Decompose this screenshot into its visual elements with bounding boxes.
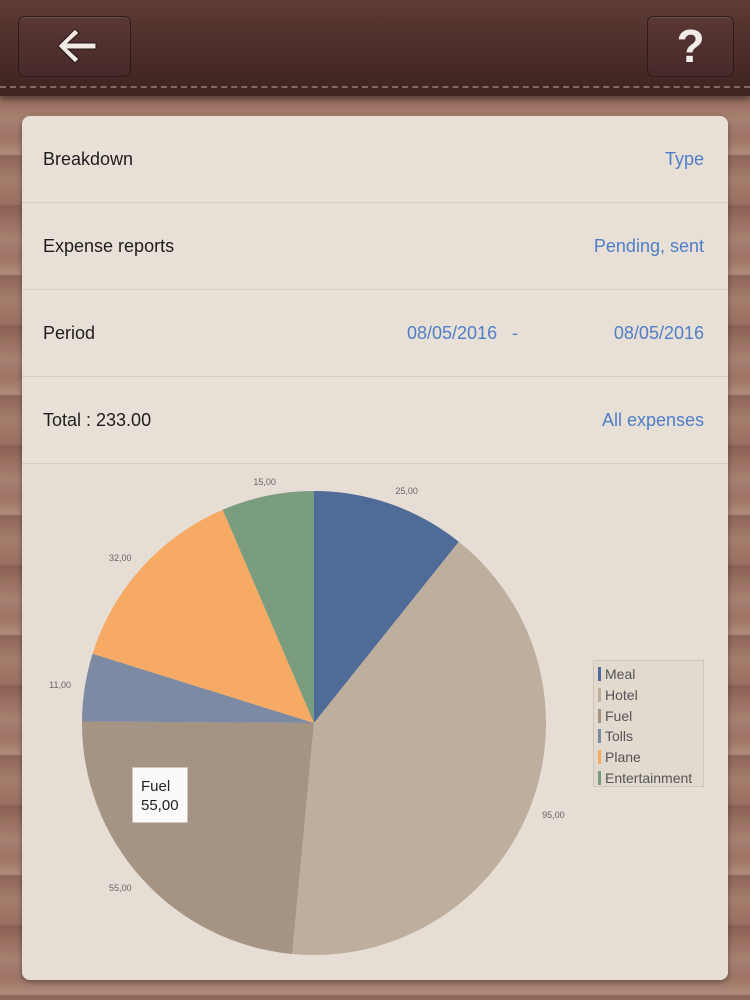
chart-tooltip: Fuel 55,00 [132, 767, 188, 823]
pie-value-label: 55,00 [109, 883, 132, 893]
report-card: Breakdown Type Expense reports Pending, … [22, 116, 728, 980]
breakdown-row[interactable]: Breakdown Type [22, 116, 728, 203]
stitch-decoration [0, 86, 750, 88]
legend-swatch [598, 729, 601, 744]
legend-label: Meal [605, 666, 636, 682]
legend-label: Plane [605, 749, 641, 766]
total-label: Total : 233.00 [43, 410, 152, 430]
pie-slice-fuel[interactable] [82, 721, 314, 954]
period-label: Period [43, 323, 96, 343]
help-button[interactable]: ? [647, 16, 734, 77]
expense-reports-value[interactable]: Pending, sent [593, 236, 704, 256]
period-from-date[interactable]: 08/05/2016 [407, 323, 498, 343]
tooltip-category: Fuel [141, 778, 171, 795]
expense-reports-label: Expense reports [43, 236, 175, 256]
legend-swatch [598, 667, 601, 681]
pie-value-label: 25,00 [395, 486, 418, 496]
total-row[interactable]: Total : 233.00 All expenses [22, 377, 728, 464]
legend-swatch [598, 708, 601, 723]
pie-slice-tolls[interactable] [82, 653, 314, 723]
tooltip-value: 55,00 [141, 797, 179, 814]
chart-legend: Meal Hotel Fuel Tolls Plane Entertainment [593, 660, 704, 787]
pie-slice-plane[interactable] [92, 509, 314, 723]
period-to-date[interactable]: 08/05/2016 [613, 323, 704, 343]
breakdown-label: Breakdown [43, 149, 134, 169]
legend-label: Entertainment [605, 770, 693, 786]
period-row: Period 08/05/2016 - 08/05/2016 [22, 290, 728, 377]
arrow-left-icon [57, 28, 97, 64]
pie-value-label: 15,00 [253, 477, 276, 487]
top-bar: ? [0, 0, 750, 96]
pie-value-label: 95,00 [542, 810, 565, 820]
period-separator: - [512, 323, 518, 343]
back-button[interactable] [18, 16, 131, 77]
breakdown-value[interactable]: Type [664, 149, 704, 169]
total-filter-value[interactable]: All expenses [601, 410, 704, 430]
pie-chart: 25,00 95,00 55,00 11,00 32,00 15,00 [49, 477, 565, 956]
pie-value-label: 32,00 [109, 553, 132, 563]
legend-label: Hotel [605, 686, 638, 703]
legend-swatch [598, 687, 601, 702]
pie-slice-hotel[interactable] [292, 541, 547, 956]
legend-label: Fuel [605, 707, 633, 724]
expense-reports-row[interactable]: Expense reports Pending, sent [22, 203, 728, 290]
pie-value-label: 11,00 [49, 680, 71, 690]
pie-slice-meal[interactable] [314, 490, 459, 723]
pie-slice-entertainment[interactable] [222, 491, 314, 723]
legend-swatch [598, 771, 601, 785]
legend-label: Tolls [605, 728, 634, 745]
legend-swatch [598, 750, 601, 765]
